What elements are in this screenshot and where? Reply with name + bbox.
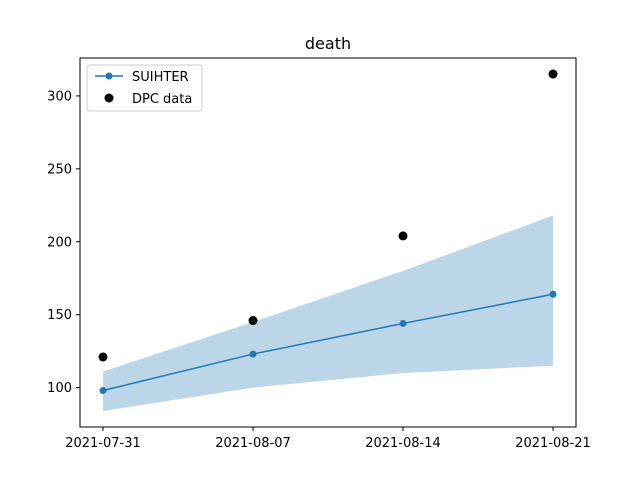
suihter-line — [102, 293, 554, 392]
legend-label-dpc-data: DPC data — [132, 92, 192, 107]
suihter-point — [249, 350, 257, 358]
dpc-data-point — [98, 352, 108, 362]
y-tick-label: 300 — [47, 89, 72, 104]
suihter-point — [549, 290, 557, 298]
suihter-point — [399, 319, 407, 327]
x-tick-label: 2021-07-31 — [65, 436, 141, 451]
y-tick-label: 150 — [47, 308, 72, 323]
x-tick-label: 2021-08-14 — [365, 436, 441, 451]
legend: SUIHTER DPC data — [86, 64, 203, 112]
dpc-data-point — [398, 231, 408, 241]
dpc-data-point — [248, 316, 258, 326]
confidence-band — [103, 215, 553, 411]
legend-scatter-marker — [104, 93, 114, 103]
y-tick-label: 100 — [47, 381, 72, 396]
dpc-data-point — [548, 69, 558, 79]
suihter-point — [99, 387, 107, 395]
y-axis: 100 150 200 250 300 — [47, 89, 80, 396]
x-tick-label: 2021-08-21 — [515, 436, 591, 451]
y-tick-label: 200 — [47, 235, 72, 250]
legend-line-marker — [105, 72, 113, 80]
x-axis: 2021-07-31 2021-08-07 2021-08-14 2021-08-21 — [65, 427, 591, 451]
legend-label-suihter: SUIHTER — [132, 70, 189, 85]
x-tick-label: 2021-08-07 — [215, 436, 291, 451]
y-tick-label: 250 — [47, 162, 72, 177]
plot-area — [98, 69, 558, 411]
axes-frame — [79, 57, 577, 428]
chart-title: death — [305, 34, 351, 53]
